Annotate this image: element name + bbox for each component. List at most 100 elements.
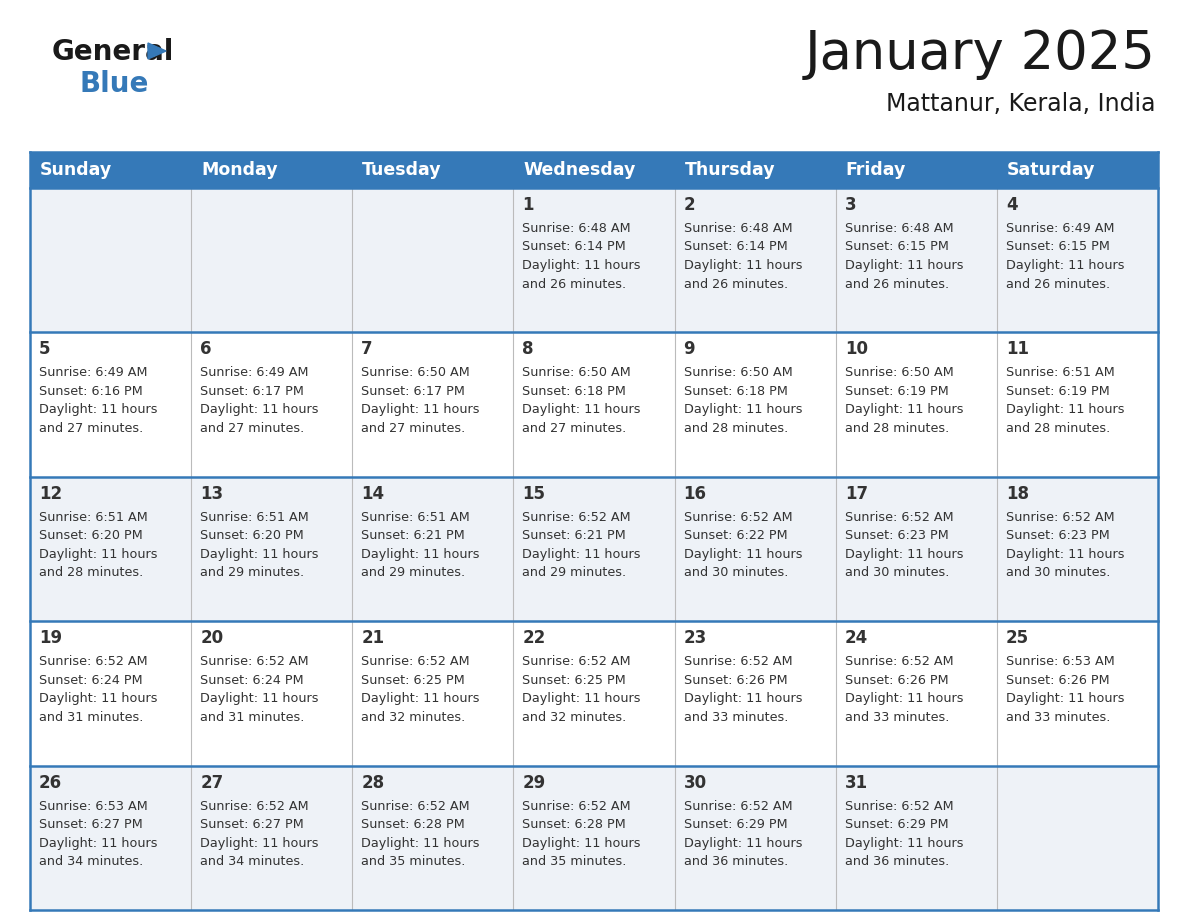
Text: Sunrise: 6:52 AM: Sunrise: 6:52 AM [39, 655, 147, 668]
Text: 24: 24 [845, 629, 868, 647]
Text: Sunrise: 6:53 AM: Sunrise: 6:53 AM [39, 800, 147, 812]
Text: Sunrise: 6:49 AM: Sunrise: 6:49 AM [39, 366, 147, 379]
Text: Sunset: 6:19 PM: Sunset: 6:19 PM [845, 385, 948, 397]
Text: Sunset: 6:20 PM: Sunset: 6:20 PM [39, 530, 143, 543]
Text: Daylight: 11 hours: Daylight: 11 hours [200, 403, 318, 417]
Text: Sunrise: 6:52 AM: Sunrise: 6:52 AM [1006, 510, 1114, 524]
Text: and 32 minutes.: and 32 minutes. [361, 711, 466, 723]
Text: Sunset: 6:26 PM: Sunset: 6:26 PM [845, 674, 948, 687]
Text: Sunrise: 6:52 AM: Sunrise: 6:52 AM [683, 800, 792, 812]
Text: Sunset: 6:25 PM: Sunset: 6:25 PM [361, 674, 465, 687]
Text: and 27 minutes.: and 27 minutes. [523, 422, 627, 435]
Text: and 26 minutes.: and 26 minutes. [683, 277, 788, 290]
Bar [30, 332, 1158, 476]
Text: and 34 minutes.: and 34 minutes. [39, 855, 144, 868]
Text: Sunrise: 6:49 AM: Sunrise: 6:49 AM [1006, 222, 1114, 235]
Text: and 30 minutes.: and 30 minutes. [1006, 566, 1111, 579]
Text: Sunset: 6:18 PM: Sunset: 6:18 PM [683, 385, 788, 397]
Text: 28: 28 [361, 774, 385, 791]
Text: Sunrise: 6:51 AM: Sunrise: 6:51 AM [361, 510, 470, 524]
Text: Sunset: 6:29 PM: Sunset: 6:29 PM [683, 818, 788, 831]
Text: 27: 27 [200, 774, 223, 791]
Text: Daylight: 11 hours: Daylight: 11 hours [1006, 259, 1124, 272]
Text: and 30 minutes.: and 30 minutes. [845, 566, 949, 579]
Text: Sunset: 6:17 PM: Sunset: 6:17 PM [200, 385, 304, 397]
Text: 6: 6 [200, 341, 211, 358]
Text: Sunset: 6:28 PM: Sunset: 6:28 PM [361, 818, 465, 831]
Bar [30, 766, 1158, 910]
Text: 31: 31 [845, 774, 868, 791]
Text: 10: 10 [845, 341, 867, 358]
Text: Sunset: 6:20 PM: Sunset: 6:20 PM [200, 530, 304, 543]
Text: 19: 19 [39, 629, 62, 647]
Text: Monday: Monday [201, 161, 278, 179]
Text: Sunset: 6:24 PM: Sunset: 6:24 PM [39, 674, 143, 687]
Text: 23: 23 [683, 629, 707, 647]
Text: January 2025: January 2025 [805, 28, 1156, 80]
Text: and 29 minutes.: and 29 minutes. [523, 566, 626, 579]
Text: Daylight: 11 hours: Daylight: 11 hours [361, 548, 480, 561]
Text: 5: 5 [39, 341, 51, 358]
Text: and 33 minutes.: and 33 minutes. [1006, 711, 1111, 723]
Text: Sunrise: 6:52 AM: Sunrise: 6:52 AM [523, 800, 631, 812]
Text: Daylight: 11 hours: Daylight: 11 hours [523, 692, 642, 705]
Text: Blue: Blue [80, 70, 150, 98]
Text: Daylight: 11 hours: Daylight: 11 hours [683, 836, 802, 849]
Text: Sunset: 6:23 PM: Sunset: 6:23 PM [1006, 530, 1110, 543]
Text: 14: 14 [361, 485, 385, 503]
Text: Sunrise: 6:52 AM: Sunrise: 6:52 AM [361, 655, 470, 668]
Text: Sunset: 6:27 PM: Sunset: 6:27 PM [200, 818, 304, 831]
Text: Tuesday: Tuesday [362, 161, 442, 179]
Text: Sunset: 6:28 PM: Sunset: 6:28 PM [523, 818, 626, 831]
Text: Sunset: 6:15 PM: Sunset: 6:15 PM [1006, 241, 1110, 253]
Text: General: General [52, 38, 175, 66]
Text: Sunrise: 6:52 AM: Sunrise: 6:52 AM [845, 655, 953, 668]
Text: 2: 2 [683, 196, 695, 214]
Text: Daylight: 11 hours: Daylight: 11 hours [523, 836, 642, 849]
Text: Daylight: 11 hours: Daylight: 11 hours [200, 692, 318, 705]
Text: Sunset: 6:27 PM: Sunset: 6:27 PM [39, 818, 143, 831]
Text: Sunrise: 6:50 AM: Sunrise: 6:50 AM [845, 366, 954, 379]
Bar [30, 621, 1158, 766]
Text: Daylight: 11 hours: Daylight: 11 hours [523, 548, 642, 561]
Text: Sunset: 6:22 PM: Sunset: 6:22 PM [683, 530, 788, 543]
Text: 3: 3 [845, 196, 857, 214]
Text: and 27 minutes.: and 27 minutes. [361, 422, 466, 435]
Text: and 27 minutes.: and 27 minutes. [39, 422, 144, 435]
Text: Thursday: Thursday [684, 161, 776, 179]
Text: Sunrise: 6:51 AM: Sunrise: 6:51 AM [1006, 366, 1114, 379]
Text: Sunrise: 6:52 AM: Sunrise: 6:52 AM [361, 800, 470, 812]
Text: Sunrise: 6:48 AM: Sunrise: 6:48 AM [683, 222, 792, 235]
Text: 30: 30 [683, 774, 707, 791]
Text: Daylight: 11 hours: Daylight: 11 hours [361, 403, 480, 417]
Text: Sunset: 6:14 PM: Sunset: 6:14 PM [523, 241, 626, 253]
Text: and 33 minutes.: and 33 minutes. [845, 711, 949, 723]
Text: Sunset: 6:24 PM: Sunset: 6:24 PM [200, 674, 304, 687]
Text: Sunset: 6:23 PM: Sunset: 6:23 PM [845, 530, 948, 543]
Text: and 32 minutes.: and 32 minutes. [523, 711, 627, 723]
Text: Daylight: 11 hours: Daylight: 11 hours [683, 548, 802, 561]
Text: Sunrise: 6:52 AM: Sunrise: 6:52 AM [523, 655, 631, 668]
Text: Daylight: 11 hours: Daylight: 11 hours [845, 548, 963, 561]
Text: 4: 4 [1006, 196, 1017, 214]
Text: 11: 11 [1006, 341, 1029, 358]
Text: Sunrise: 6:50 AM: Sunrise: 6:50 AM [683, 366, 792, 379]
Text: Daylight: 11 hours: Daylight: 11 hours [200, 548, 318, 561]
Text: Sunday: Sunday [40, 161, 112, 179]
Text: and 34 minutes.: and 34 minutes. [200, 855, 304, 868]
Text: 16: 16 [683, 485, 707, 503]
Text: Daylight: 11 hours: Daylight: 11 hours [39, 403, 158, 417]
Text: and 29 minutes.: and 29 minutes. [200, 566, 304, 579]
Text: Daylight: 11 hours: Daylight: 11 hours [845, 403, 963, 417]
Text: Sunset: 6:21 PM: Sunset: 6:21 PM [523, 530, 626, 543]
Text: Sunrise: 6:52 AM: Sunrise: 6:52 AM [523, 510, 631, 524]
Text: Daylight: 11 hours: Daylight: 11 hours [1006, 548, 1124, 561]
Text: Sunset: 6:21 PM: Sunset: 6:21 PM [361, 530, 465, 543]
Text: 29: 29 [523, 774, 545, 791]
Text: and 31 minutes.: and 31 minutes. [200, 711, 304, 723]
Text: Sunset: 6:15 PM: Sunset: 6:15 PM [845, 241, 948, 253]
Bar [30, 476, 1158, 621]
Text: Sunrise: 6:49 AM: Sunrise: 6:49 AM [200, 366, 309, 379]
Text: Sunset: 6:19 PM: Sunset: 6:19 PM [1006, 385, 1110, 397]
Text: 21: 21 [361, 629, 385, 647]
